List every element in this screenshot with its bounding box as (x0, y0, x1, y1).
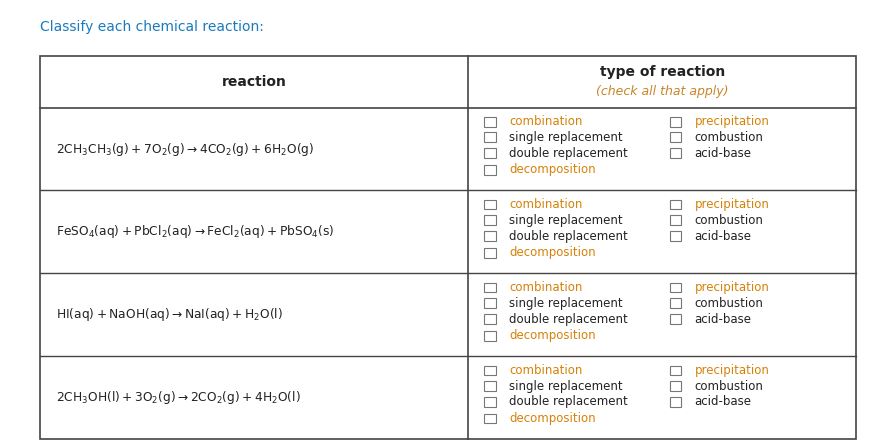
Text: precipitation: precipitation (694, 364, 769, 377)
Text: combustion: combustion (694, 297, 763, 310)
Text: precipitation: precipitation (694, 198, 769, 211)
Text: single replacement: single replacement (509, 380, 622, 393)
Text: $\mathregular{FeSO_4(aq) + PbCl_2(aq) \rightarrow FeCl_2(aq) + PbSO_4(s)}$: $\mathregular{FeSO_4(aq) + PbCl_2(aq) \r… (56, 223, 334, 240)
Text: precipitation: precipitation (694, 281, 769, 294)
Text: $\mathregular{2CH_3OH(l) + 3O_2(g) \rightarrow 2CO_2(g) + 4H_2O(l)}$: $\mathregular{2CH_3OH(l) + 3O_2(g) \righ… (56, 389, 300, 406)
Text: combination: combination (509, 115, 582, 128)
Text: double replacement: double replacement (509, 147, 627, 160)
Text: reaction: reaction (222, 74, 286, 89)
Text: type of reaction: type of reaction (599, 65, 724, 79)
Text: combustion: combustion (694, 380, 763, 393)
Text: (check all that apply): (check all that apply) (595, 85, 727, 98)
Text: acid-base: acid-base (694, 313, 751, 326)
Text: Classify each chemical reaction:: Classify each chemical reaction: (40, 20, 263, 34)
Text: combination: combination (509, 364, 582, 377)
Text: decomposition: decomposition (509, 163, 595, 176)
Text: acid-base: acid-base (694, 147, 751, 160)
Text: decomposition: decomposition (509, 329, 595, 342)
Text: single replacement: single replacement (509, 131, 622, 144)
Text: decomposition: decomposition (509, 246, 595, 259)
Text: combination: combination (509, 198, 582, 211)
Text: single replacement: single replacement (509, 297, 622, 310)
Text: combustion: combustion (694, 214, 763, 227)
Text: $\mathregular{HI(aq) + NaOH(aq) \rightarrow NaI(aq) + H_2O(l)}$: $\mathregular{HI(aq) + NaOH(aq) \rightar… (56, 306, 283, 323)
Text: decomposition: decomposition (509, 412, 595, 425)
Text: combustion: combustion (694, 131, 763, 144)
Text: single replacement: single replacement (509, 214, 622, 227)
Text: double replacement: double replacement (509, 230, 627, 243)
Bar (40, 56, 855, 439)
Text: double replacement: double replacement (509, 396, 627, 409)
Text: acid-base: acid-base (694, 396, 751, 409)
Text: combination: combination (509, 281, 582, 294)
Text: precipitation: precipitation (694, 115, 769, 128)
Text: double replacement: double replacement (509, 313, 627, 326)
Text: $\mathregular{2CH_3CH_3(g) + 7O_2(g) \rightarrow 4CO_2(g) + 6H_2O(g)}$: $\mathregular{2CH_3CH_3(g) + 7O_2(g) \ri… (56, 140, 314, 157)
Text: acid-base: acid-base (694, 230, 751, 243)
